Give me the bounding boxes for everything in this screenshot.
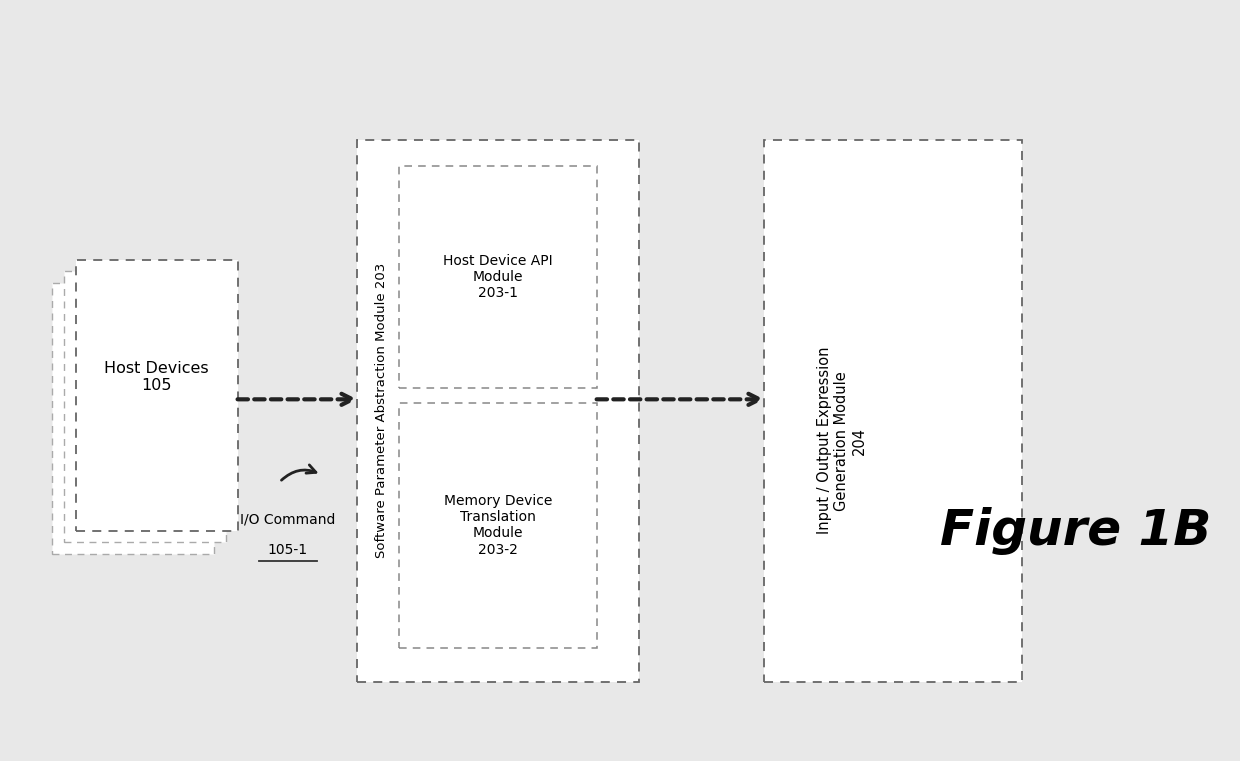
Bar [76,260,238,531]
Bar [399,403,596,648]
Bar [52,282,213,553]
Text: Host Device API
Module
203-1: Host Device API Module 203-1 [443,254,553,300]
Text: Figure 1B: Figure 1B [940,507,1211,555]
Text: Input / Output Expression
Generation Module
204: Input / Output Expression Generation Mod… [817,347,867,534]
Bar [64,272,226,543]
Text: 105-1: 105-1 [268,543,308,557]
Text: Memory Device
Translation
Module
203-2: Memory Device Translation Module 203-2 [444,494,552,557]
Text: I/O Command: I/O Command [241,513,336,527]
Text: Software Parameter Abstraction Module 203: Software Parameter Abstraction Module 20… [374,263,388,559]
Text: Host Devices
105: Host Devices 105 [104,361,210,393]
Bar [764,140,1022,682]
Bar [399,166,596,388]
FancyArrowPatch shape [281,465,316,480]
Bar [357,140,639,682]
